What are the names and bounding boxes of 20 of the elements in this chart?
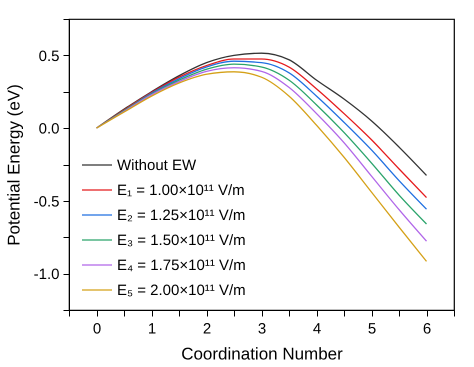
x-tick-label: 3	[258, 320, 266, 338]
legend-label: E₁ = 1.00×10¹¹ V/m	[117, 182, 245, 199]
x-tick-label: 2	[202, 320, 212, 338]
line-series	[96, 52, 428, 176]
y-tick-label: -0.5	[34, 193, 60, 210]
y-tick-label: -1.0	[34, 266, 60, 284]
x-tick-label: 5	[368, 320, 376, 338]
legend-label: E₂ = 1.25×10¹¹ V/m	[117, 207, 246, 224]
legend-label: Without EW	[117, 157, 198, 174]
x-axis-title: Coordination Number	[181, 344, 344, 364]
x-tick-label: 0	[92, 320, 102, 338]
x-tick-label: 4	[312, 320, 322, 338]
legend-label: E₅ = 2.00×10¹¹ V/m	[117, 282, 246, 299]
y-axis-title: Potential Energy (eV)	[4, 84, 24, 246]
legend-label: E₄ = 1.75×10¹¹ V/m	[117, 257, 246, 274]
legend-label: E₃ = 1.50×10¹¹ V/m	[117, 232, 246, 249]
x-tick-label: 6	[422, 320, 432, 338]
y-tick-label: 0.5	[38, 48, 60, 65]
x-tick-label: 1	[148, 320, 156, 338]
y-tick-label: 0.0	[38, 120, 60, 138]
